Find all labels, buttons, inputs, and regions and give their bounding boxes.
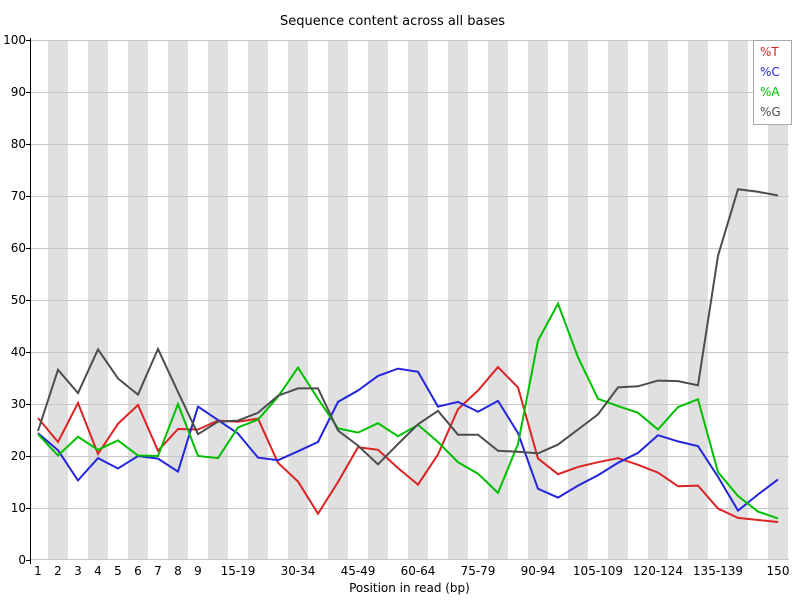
y-axis-tick-label: 100	[3, 33, 26, 47]
legend-item-A: %A	[760, 85, 780, 99]
y-axis-tick	[26, 40, 30, 41]
grid-line	[30, 559, 789, 560]
y-axis-tick	[26, 196, 30, 197]
y-axis-tick-label: 90	[10, 85, 26, 99]
grid-line	[30, 456, 789, 457]
y-axis-tick-label: 30	[10, 397, 26, 411]
x-axis-tick-label: 7	[154, 564, 162, 578]
plot-area	[30, 40, 789, 560]
x-axis-tick-label: 30-34	[280, 564, 316, 578]
y-axis-tick-label: 70	[10, 189, 26, 203]
chart-title: Sequence content across all bases	[279, 14, 506, 29]
grid-line	[30, 300, 789, 301]
legend-item-T: %T	[760, 45, 779, 59]
y-axis-tick	[26, 352, 30, 353]
x-axis-tick-label: 60-64	[400, 564, 436, 578]
grid-line	[30, 144, 789, 145]
x-axis-tick-label: 8	[174, 564, 182, 578]
grid-line	[30, 196, 789, 197]
y-axis-tick	[26, 560, 30, 561]
grid-line	[30, 404, 789, 405]
y-axis-tick-label: 60	[10, 241, 26, 255]
y-axis-tick	[26, 300, 30, 301]
series-plot	[37, 188, 779, 523]
x-axis-tick-label: 45-49	[340, 564, 376, 578]
x-axis-tick-label: 120-124	[632, 564, 684, 578]
grid-line	[30, 352, 789, 353]
x-axis-tick-label: 150	[766, 564, 790, 578]
y-axis-tick-label: 10	[10, 501, 26, 515]
series-line-T	[37, 365, 779, 523]
y-axis-tick	[26, 508, 30, 509]
x-axis-tick-label: 135-139	[692, 564, 744, 578]
x-axis-tick-label: 15-19	[220, 564, 256, 578]
x-axis-tick-label: 1	[34, 564, 42, 578]
y-axis-tick-label: 50	[10, 293, 26, 307]
grid-line	[30, 508, 789, 509]
y-axis-tick-label: 20	[10, 449, 26, 463]
x-axis-title: Position in read (bp)	[349, 581, 470, 595]
y-axis-tick	[26, 404, 30, 405]
x-axis-tick-label: 6	[134, 564, 142, 578]
y-axis-tick	[26, 92, 30, 93]
legend-item-G: %G	[760, 105, 781, 119]
y-axis-tick	[26, 144, 30, 145]
y-axis-tick-label: 80	[10, 137, 26, 151]
series-line-G	[37, 188, 779, 466]
grid-line	[30, 248, 789, 249]
legend: %T %C %A %G	[753, 40, 792, 125]
y-axis-tick	[26, 248, 30, 249]
y-axis-tick-label: 40	[10, 345, 26, 359]
x-axis-tick-label: 3	[74, 564, 82, 578]
y-axis-line	[30, 38, 31, 564]
grid-line	[30, 92, 789, 93]
x-axis-tick-label: 4	[94, 564, 102, 578]
x-axis-tick-label: 9	[194, 564, 202, 578]
x-axis-tick-label: 75-79	[460, 564, 496, 578]
legend-item-C: %C	[760, 65, 780, 79]
x-axis-tick-label: 105-109	[572, 564, 624, 578]
x-axis-tick-label: 2	[54, 564, 62, 578]
y-axis-tick	[26, 456, 30, 457]
x-axis-tick-label: 90-94	[520, 564, 556, 578]
y-axis-tick-label: 0	[18, 553, 26, 567]
series-line-C	[37, 367, 779, 513]
series-line-A	[37, 301, 779, 520]
grid-line	[30, 40, 789, 41]
x-axis-tick-label: 5	[114, 564, 122, 578]
